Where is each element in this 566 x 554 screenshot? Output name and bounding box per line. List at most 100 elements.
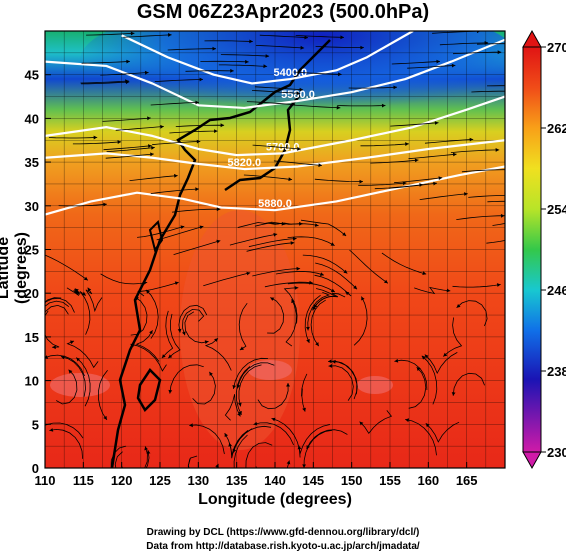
streamline	[424, 352, 458, 374]
warm-patch-center	[248, 360, 292, 380]
streamline-arrowhead	[174, 173, 178, 178]
streamline-arrowhead	[161, 354, 166, 358]
contour-line	[45, 139, 505, 171]
streamline-arrowhead	[160, 124, 164, 129]
streamline	[237, 362, 275, 389]
streamline-arrowhead	[286, 383, 290, 387]
coastline	[110, 39, 331, 468]
streamline	[173, 240, 221, 255]
streamline	[130, 343, 167, 372]
streamline	[314, 274, 352, 297]
streamline-arrowhead	[135, 296, 139, 301]
contour-label: 5580.0	[281, 89, 315, 101]
streamline	[72, 141, 122, 145]
x-tick-label: 120	[111, 473, 133, 488]
streamline	[114, 451, 123, 468]
streamline	[461, 169, 505, 173]
wind-streamlines	[37, 31, 517, 468]
streamline-arrowhead	[195, 100, 199, 105]
streamline	[283, 287, 299, 324]
streamline	[129, 175, 178, 181]
streamline-arrowhead	[52, 345, 56, 350]
streamline-arrowhead	[405, 418, 410, 423]
x-tick-label: 160	[417, 473, 439, 488]
x-tick-label: 130	[187, 473, 209, 488]
streamline-arrowhead	[146, 289, 150, 294]
x-tick-label: 155	[379, 473, 401, 488]
streamline-arrowhead	[340, 35, 344, 40]
streamline	[456, 300, 488, 327]
streamline-arrowhead	[443, 352, 448, 357]
streamline-arrowhead	[81, 291, 86, 296]
streamline	[121, 446, 148, 468]
streamline-arrowhead	[328, 364, 333, 368]
streamline	[45, 297, 75, 313]
streamline	[421, 355, 438, 405]
streamline-arrowhead	[306, 339, 310, 343]
streamline	[185, 70, 234, 72]
x-tick-label: 125	[149, 473, 171, 488]
streamline	[80, 80, 129, 84]
y-tick-label: 10	[25, 374, 39, 389]
streamline	[253, 422, 294, 446]
y-tick-label: 45	[25, 68, 39, 83]
streamline-arrowhead	[209, 371, 213, 376]
streamline	[130, 296, 148, 336]
streamline	[264, 281, 313, 288]
streamline	[304, 294, 321, 344]
streamline	[110, 445, 127, 468]
streamline-arrowhead	[314, 223, 319, 227]
streamline	[229, 233, 278, 246]
streamline	[300, 219, 347, 237]
streamline	[145, 289, 159, 339]
y-tick-label: 5	[32, 417, 39, 432]
streamline-arrowhead	[144, 446, 148, 451]
streamline	[314, 178, 363, 182]
streamline-arrowhead	[87, 287, 92, 292]
streamline	[175, 124, 225, 127]
streamline-arrowhead	[497, 50, 502, 55]
streamline	[408, 366, 427, 409]
streamline-arrowhead	[286, 460, 291, 465]
streamline-arrowhead	[37, 310, 40, 314]
streamline	[424, 139, 474, 144]
streamline-arrowhead	[433, 181, 437, 186]
streamline	[259, 34, 309, 39]
contour-line	[121, 31, 414, 85]
streamline-arrowhead	[394, 358, 399, 363]
streamline	[233, 357, 269, 389]
streamline-arrowhead	[76, 357, 81, 362]
streamline	[224, 394, 241, 421]
streamline	[313, 292, 346, 309]
colorbar-tick-label: 262	[547, 121, 566, 136]
streamline	[184, 311, 209, 344]
y-tick-label: 40	[25, 111, 39, 126]
colorbar-min-arrow	[522, 451, 542, 470]
streamline-arrowhead	[294, 286, 299, 290]
streamline	[100, 273, 148, 285]
x-tick-label: 150	[341, 473, 363, 488]
streamline-arrowhead	[168, 33, 172, 37]
streamline-arrowhead	[451, 63, 456, 68]
streamline	[238, 364, 262, 407]
streamline-arrowhead	[315, 342, 319, 347]
streamline	[287, 236, 335, 246]
streamline-arrowhead	[513, 194, 517, 198]
streamline-arrowhead	[318, 163, 322, 168]
y-tick-label: 30	[25, 199, 39, 214]
streamline-arrowhead	[232, 385, 237, 389]
streamline-arrowhead	[421, 355, 426, 360]
streamline	[370, 159, 419, 164]
streamline	[154, 79, 204, 82]
x-axis-label: Longitude (degrees)	[198, 491, 352, 508]
streamline-arrowhead	[312, 306, 316, 311]
streamline	[486, 240, 505, 244]
x-tick-label: 145	[302, 473, 324, 488]
streamline	[452, 284, 501, 288]
streamline	[243, 174, 293, 180]
streamline-arrowhead	[290, 241, 295, 245]
x-axis-ticks: 110 115 120 125 130 135 140 145 150 155 160 165	[35, 462, 478, 488]
streamline	[189, 424, 225, 455]
streamline	[169, 130, 218, 134]
streamline-arrowhead	[216, 207, 221, 212]
